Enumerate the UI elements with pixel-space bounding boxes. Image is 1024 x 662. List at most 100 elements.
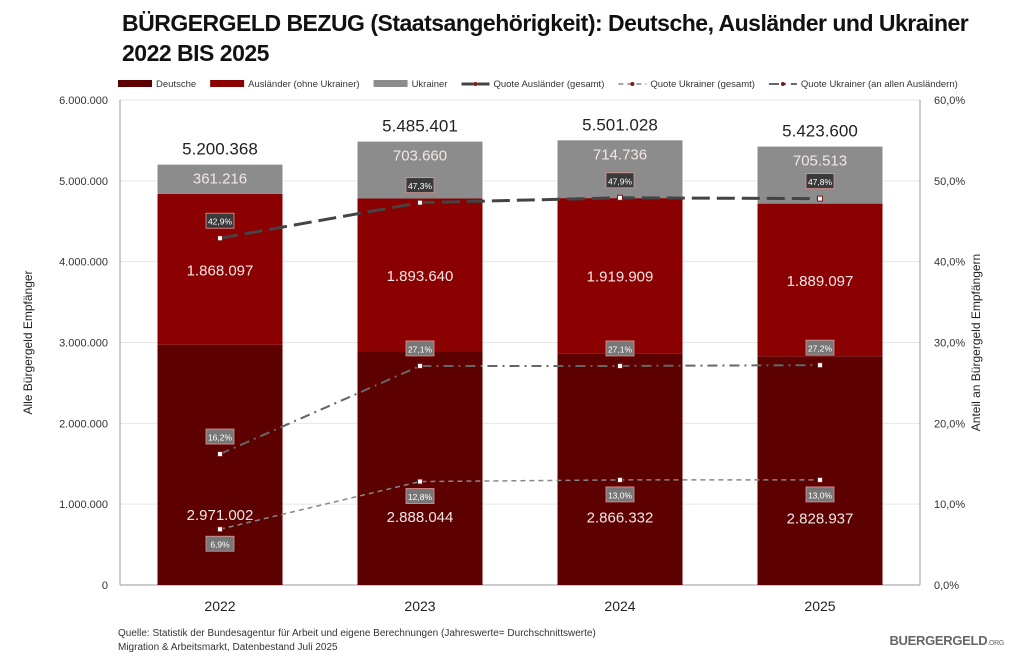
bar-value-label: 705.513 (793, 153, 847, 170)
title-line-1: BÜRGERGELD BEZUG (Staatsangehörigkeit): … (122, 10, 969, 36)
line-marker (417, 362, 423, 369)
line-label-box (805, 486, 835, 503)
legend-label: Ausländer (ohne Ukrainer) (248, 79, 359, 90)
total-label: 5.485.401 (382, 117, 458, 136)
legend-label: Ukrainer (412, 79, 448, 90)
line-label-box (605, 486, 635, 503)
total-label: 5.501.028 (582, 115, 658, 134)
y-tick-label: 5.000.000 (59, 176, 108, 188)
bar-value-label: 714.736 (593, 146, 647, 163)
bar-value-label: 703.660 (393, 148, 447, 165)
bar-value-label: 2.971.002 (187, 507, 254, 524)
line-label-box (805, 339, 835, 356)
line-value-label: 47,9% (608, 176, 633, 186)
y2-tick-label: 0,0% (934, 580, 959, 592)
bar-ausl-nder-ohne-ukrainer- (557, 198, 683, 354)
y-tick-label: 4.000.000 (59, 257, 108, 269)
line-label-box (405, 488, 435, 504)
legend-marker (780, 82, 785, 86)
bar-value-label: 2.866.332 (587, 509, 654, 526)
line-label-box (405, 340, 435, 357)
line-marker (217, 235, 223, 242)
x-tick-label: 2023 (404, 598, 435, 614)
logo-main: BUERGERGELD (889, 633, 988, 648)
y-axis-title: Alle Bürgergeld Empfänger (21, 270, 35, 414)
legend-marker (630, 82, 635, 86)
line-value-label: 42,9% (208, 217, 233, 227)
legend-label: Quote Ukrainer (an allen Ausländern) (801, 79, 958, 90)
logo-suffix: .ORG (987, 640, 1004, 647)
bar-value-label: 1.868.097 (187, 262, 254, 279)
line-label-box (605, 172, 635, 189)
x-tick-label: 2024 (604, 598, 635, 614)
bar-ukrainer (157, 164, 283, 194)
source-line-2: Migration & Arbeitsmarkt, Datenbestand J… (118, 642, 338, 653)
line-value-label: 27,1% (608, 344, 633, 354)
line-value-label: 27,1% (408, 344, 433, 354)
legend-marker (473, 82, 478, 86)
line-marker (617, 476, 623, 483)
line-marker (817, 476, 823, 483)
line-label-box (205, 212, 235, 229)
line-value-label: 13,0% (608, 490, 633, 500)
bar-deutsche (557, 353, 683, 585)
line-marker (817, 195, 823, 202)
line-value-label: 6,9% (210, 540, 230, 550)
chart-title: BÜRGERGELD BEZUG (Staatsangehörigkeit): … (122, 8, 969, 68)
line-marker (417, 478, 423, 485)
legend-swatch (373, 80, 408, 87)
line-label-box (205, 535, 235, 552)
title-line-2: 2022 BIS 2025 (122, 40, 269, 66)
bar-ukrainer (557, 140, 683, 199)
line-marker (417, 199, 423, 206)
line-value-label: 27,2% (808, 344, 833, 354)
line-label-box (605, 340, 635, 357)
y2-tick-label: 30,0% (934, 338, 965, 350)
y2-tick-label: 50,0% (934, 176, 965, 188)
y2-axis-title: Anteil an Bürgergeld Empfängern (969, 254, 983, 431)
line-marker (617, 362, 623, 369)
line-long-dash (219, 196, 821, 240)
legend-swatch (118, 80, 152, 87)
y-tick-label: 1.000.000 (59, 499, 108, 511)
y-tick-label: 3.000.000 (59, 338, 108, 350)
line-marker (217, 451, 223, 458)
y2-tick-label: 10,0% (934, 499, 965, 511)
y2-tick-label: 60,0% (934, 95, 965, 107)
line-label-box (205, 428, 235, 445)
line-label-box (405, 177, 435, 194)
legend-swatch (210, 80, 245, 87)
bar-ausl-nder-ohne-ukrainer- (757, 203, 883, 357)
line-value-label: 47,8% (808, 177, 833, 187)
source-note: Quelle: Statistik der Bundesagentur für … (118, 627, 596, 655)
line-dash-dot (219, 364, 821, 455)
legend-label: Deutsche (156, 79, 196, 90)
legend-label: Quote Ausländer (gesamt) (493, 79, 604, 90)
line-value-label: 16,2% (208, 433, 233, 443)
legend-label: Quote Ukrainer (gesamt) (650, 79, 755, 90)
total-label: 5.423.600 (782, 122, 858, 141)
x-tick-label: 2025 (804, 598, 835, 614)
bar-value-label: 2.828.937 (787, 510, 854, 527)
line-marker (817, 362, 823, 369)
bar-value-label: 1.893.640 (387, 268, 454, 285)
bar-value-label: 1.889.097 (787, 273, 854, 290)
line-value-label: 47,3% (408, 181, 433, 191)
y-tick-label: 0 (102, 580, 108, 592)
x-tick-label: 2022 (204, 598, 235, 614)
bar-ausl-nder-ohne-ukrainer- (357, 198, 483, 352)
total-label: 5.200.368 (182, 140, 258, 159)
line-value-label: 13,0% (808, 490, 833, 500)
line-marker (617, 194, 623, 201)
bar-value-label: 2.888.044 (387, 509, 454, 526)
y-tick-label: 6.000.000 (59, 95, 108, 107)
bar-deutsche (757, 356, 883, 585)
y-tick-label: 2.000.000 (59, 418, 108, 430)
bar-value-label: 361.216 (193, 171, 247, 188)
bar-value-label: 1.919.909 (587, 269, 654, 286)
logo: BUERGERGELD.ORG (889, 633, 1004, 648)
source-line-1: Quelle: Statistik der Bundesagentur für … (118, 628, 596, 639)
y2-tick-label: 20,0% (934, 418, 965, 430)
line-marker (217, 526, 223, 533)
